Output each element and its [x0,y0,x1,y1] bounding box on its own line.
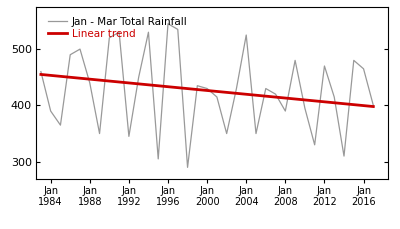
Jan - Mar Total Rainfall [87,82,92,84]
Jan - Mar Total Rainfall [38,70,43,73]
Legend: Jan - Mar Total Rainfall, Linear trend: Jan - Mar Total Rainfall, Linear trend [45,14,191,42]
Jan - Mar Total Rainfall [342,155,346,158]
Jan - Mar Total Rainfall [185,166,190,169]
Jan - Mar Total Rainfall [156,158,161,160]
Line: Jan - Mar Total Rainfall: Jan - Mar Total Rainfall [41,24,373,167]
Jan - Mar Total Rainfall [224,132,229,135]
Jan - Mar Total Rainfall [68,53,73,56]
Jan - Mar Total Rainfall [302,107,307,110]
Jan - Mar Total Rainfall [332,95,337,98]
Jan - Mar Total Rainfall [293,59,298,62]
Jan - Mar Total Rainfall [48,110,53,112]
Jan - Mar Total Rainfall [322,65,327,67]
Jan - Mar Total Rainfall [273,93,278,95]
Jan - Mar Total Rainfall [214,95,219,98]
Jan - Mar Total Rainfall [146,31,151,34]
Jan - Mar Total Rainfall [166,22,170,25]
Jan - Mar Total Rainfall [58,124,63,126]
Jan - Mar Total Rainfall [371,104,376,107]
Jan - Mar Total Rainfall [244,34,249,36]
Jan - Mar Total Rainfall [126,135,131,138]
Jan - Mar Total Rainfall [195,84,200,87]
Jan - Mar Total Rainfall [136,76,141,79]
Jan - Mar Total Rainfall [361,67,366,70]
Jan - Mar Total Rainfall [234,87,239,90]
Jan - Mar Total Rainfall [205,87,210,90]
Jan - Mar Total Rainfall [97,132,102,135]
Jan - Mar Total Rainfall [263,87,268,90]
Jan - Mar Total Rainfall [351,59,356,62]
Jan - Mar Total Rainfall [312,143,317,146]
Jan - Mar Total Rainfall [175,28,180,31]
Jan - Mar Total Rainfall [254,132,258,135]
Jan - Mar Total Rainfall [283,110,288,112]
Jan - Mar Total Rainfall [78,48,82,50]
Jan - Mar Total Rainfall [117,31,122,34]
Jan - Mar Total Rainfall [107,36,112,39]
